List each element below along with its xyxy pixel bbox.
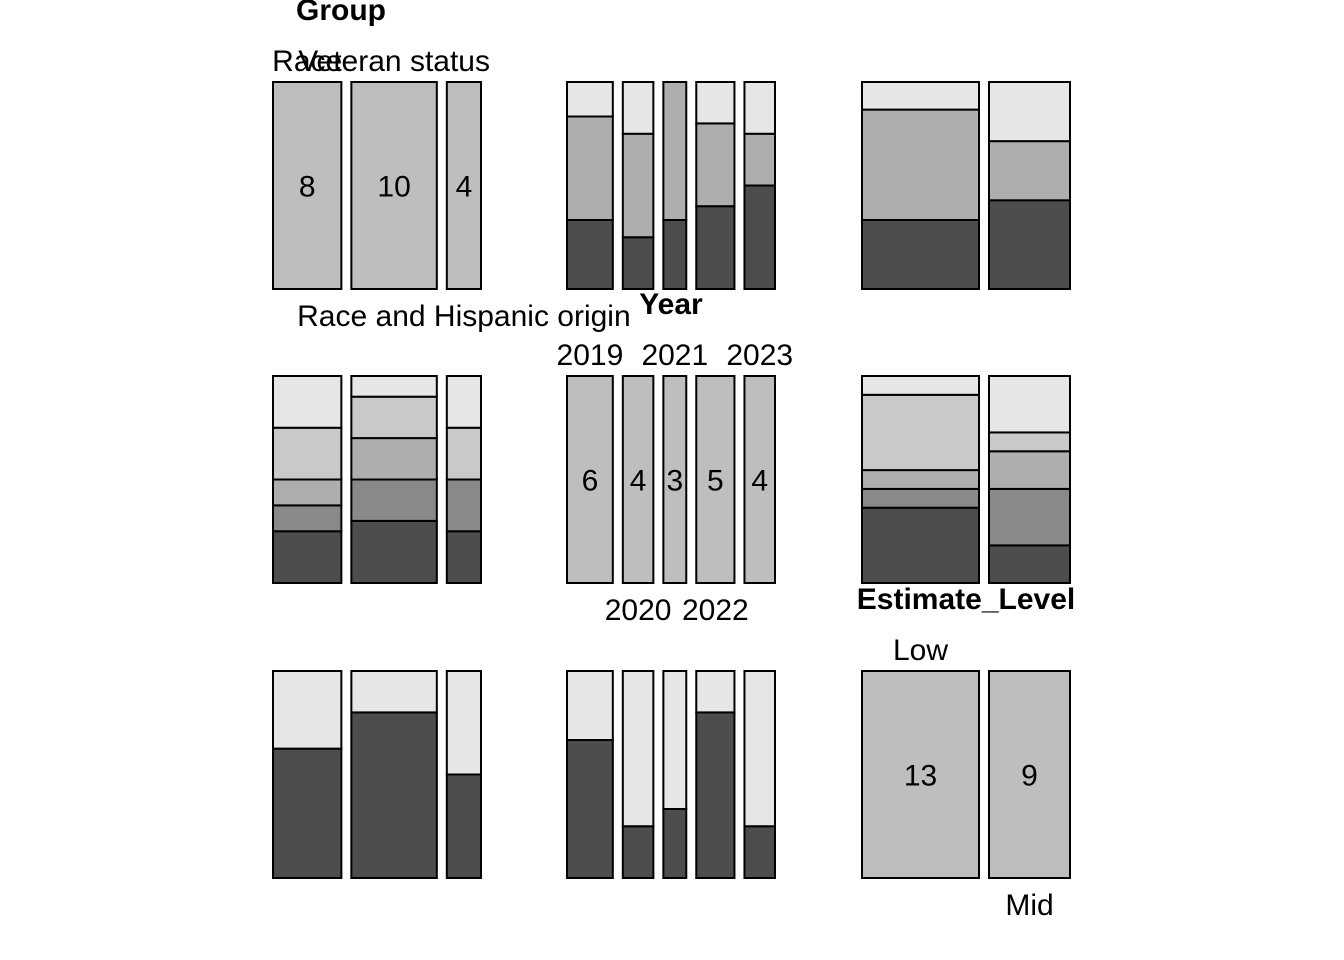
tile-Estimate_Level-Low-Year-2022 (861, 393, 980, 472)
tile-Group-Race-Year-2020 (272, 504, 343, 533)
count-label-Year-2019: 6 (582, 465, 599, 498)
bar-Estimate_Level-Mid (988, 670, 1071, 879)
bar-Estimate_Level-Low (861, 670, 980, 879)
tile-Year-2023-Group-Veteran status (743, 132, 776, 187)
tile-Year-2022-Estimate_Level-Low (695, 711, 736, 880)
tile-Estimate_Level-Mid-Year-2019 (988, 544, 1071, 585)
tile-Estimate_Level-Low-Group-Race and Hispanic origin (861, 81, 980, 111)
tile-Estimate_Level-Mid-Year-2020 (988, 487, 1071, 547)
tile-Year-2022-Group-Race (695, 205, 736, 290)
tile-Estimate_Level-Mid-Group-Veteran status (988, 140, 1071, 202)
tile-Group-Race and Hispanic origin-Year-2022 (445, 426, 482, 481)
tile-Year-2020-Estimate_Level-Mid (621, 670, 655, 828)
tile-Year-2023-Group-Race and Hispanic origin (743, 81, 776, 135)
tile-Group-Race-Year-2019 (272, 530, 343, 584)
count-label-Year-2022: 5 (707, 465, 724, 498)
tile-Year-2020-Group-Race and Hispanic origin (621, 81, 655, 135)
tile-Year-2019-Group-Veteran status (566, 115, 614, 221)
level-label-Year-2019: 2019 (557, 339, 624, 372)
count-label-Group-Race: 8 (299, 171, 316, 204)
tile-Estimate_Level-Low-Group-Veteran status (861, 108, 980, 221)
tile-Year-2020-Group-Veteran status (621, 132, 655, 239)
bar-Group-Veteran status (350, 81, 438, 290)
tile-Group-Veteran status-Estimate_Level-Low (350, 711, 438, 880)
tile-Estimate_Level-Mid-Year-2022 (988, 431, 1071, 453)
variable-name-Group: Group (296, 0, 386, 27)
count-label-Year-2020: 4 (630, 465, 647, 498)
tile-Estimate_Level-Low-Year-2021 (861, 469, 980, 490)
level-label-Year-2022: 2022 (682, 594, 749, 627)
tile-Group-Race and Hispanic origin-Year-2020 (445, 478, 482, 533)
tile-Year-2023-Group-Race (743, 184, 776, 290)
tile-Estimate_Level-Mid-Year-2021 (988, 450, 1071, 490)
tile-Year-2021-Estimate_Level-Low (662, 808, 688, 879)
tile-Group-Race-Year-2021 (272, 478, 343, 507)
tile-Group-Race-Estimate_Level-Mid (272, 670, 343, 750)
tile-Estimate_Level-Mid-Group-Race (988, 199, 1071, 291)
count-label-Estimate_Level-Low: 13 (904, 760, 937, 793)
tile-Year-2022-Group-Race and Hispanic origin (695, 81, 736, 125)
count-label-Year-2021: 3 (666, 465, 683, 498)
tile-Group-Veteran status-Year-2021 (350, 437, 438, 481)
variable-name-Year: Year (639, 288, 703, 321)
level-label-Group-Race and Hispanic origin: Race and Hispanic origin (297, 300, 631, 333)
tile-Year-2019-Group-Race (566, 219, 614, 290)
variable-name-Estimate_Level: Estimate_Level (857, 583, 1075, 616)
level-label-Estimate_Level-Low: Low (893, 634, 948, 667)
level-label-Year-2023: 2023 (726, 339, 793, 372)
tile-Year-2022-Estimate_Level-Mid (695, 670, 736, 714)
tile-Estimate_Level-Mid-Group-Race and Hispanic origin (988, 81, 1071, 143)
tile-Year-2023-Estimate_Level-Mid (743, 670, 776, 828)
tile-Group-Race and Hispanic origin-Estimate_Level-Mid (445, 670, 482, 776)
tile-Year-2023-Estimate_Level-Low (743, 825, 776, 879)
bar-Year-2021 (662, 375, 688, 584)
tile-Group-Race-Year-2023 (272, 375, 343, 429)
tile-Year-2020-Group-Race (621, 236, 655, 290)
tile-Group-Veteran status-Estimate_Level-Mid (350, 670, 438, 714)
bar-Year-2019 (566, 375, 614, 584)
bar-Year-2020 (621, 375, 655, 584)
tile-Group-Race and Hispanic origin-Year-2023 (445, 375, 482, 429)
level-label-Year-2020: 2020 (605, 594, 672, 627)
tile-Group-Race and Hispanic origin-Year-2019 (445, 530, 482, 584)
bar-Year-2022 (695, 375, 736, 584)
level-label-Year-2021: 2021 (641, 339, 708, 372)
count-label-Group-Veteran status: 10 (377, 171, 410, 204)
count-label-Year-2023: 4 (751, 465, 768, 498)
count-label-Estimate_Level-Mid: 9 (1021, 760, 1038, 793)
tile-Year-2021-Group-Veteran status (662, 81, 688, 221)
tile-Estimate_Level-Low-Group-Race (861, 219, 980, 290)
tile-Estimate_Level-Mid-Year-2023 (988, 375, 1071, 434)
tile-Group-Veteran status-Year-2023 (350, 375, 438, 398)
tile-Group-Veteran status-Year-2019 (350, 519, 438, 585)
tile-Estimate_Level-Low-Year-2019 (861, 506, 980, 584)
tile-Estimate_Level-Low-Year-2020 (861, 487, 980, 509)
tile-Group-Race-Estimate_Level-Low (272, 747, 343, 879)
tile-Group-Race-Year-2022 (272, 426, 343, 481)
tile-Estimate_Level-Low-Year-2023 (861, 375, 980, 396)
bar-Group-Race (272, 81, 343, 290)
level-label-Group-Race: Race (272, 45, 342, 78)
tile-Year-2020-Estimate_Level-Low (621, 825, 655, 879)
bar-Group-Race and Hispanic origin (445, 81, 482, 290)
tile-Year-2021-Estimate_Level-Mid (662, 670, 688, 810)
tile-Year-2019-Group-Race and Hispanic origin (566, 81, 614, 118)
tile-Group-Race and Hispanic origin-Estimate_Level-Low (445, 773, 482, 879)
level-label-Estimate_Level-Mid: Mid (1005, 889, 1053, 922)
tile-Year-2021-Group-Race (662, 219, 688, 290)
tile-Year-2022-Group-Veteran status (695, 122, 736, 208)
tile-Year-2019-Estimate_Level-Mid (566, 670, 614, 741)
bar-Year-2023 (743, 375, 776, 584)
level-label-Group-Veteran status: Veteran status (298, 45, 490, 78)
tile-Group-Veteran status-Year-2022 (350, 395, 438, 440)
tile-Year-2019-Estimate_Level-Low (566, 739, 614, 879)
tile-Group-Veteran status-Year-2020 (350, 478, 438, 522)
count-label-Group-Race and Hispanic origin: 4 (456, 171, 473, 204)
